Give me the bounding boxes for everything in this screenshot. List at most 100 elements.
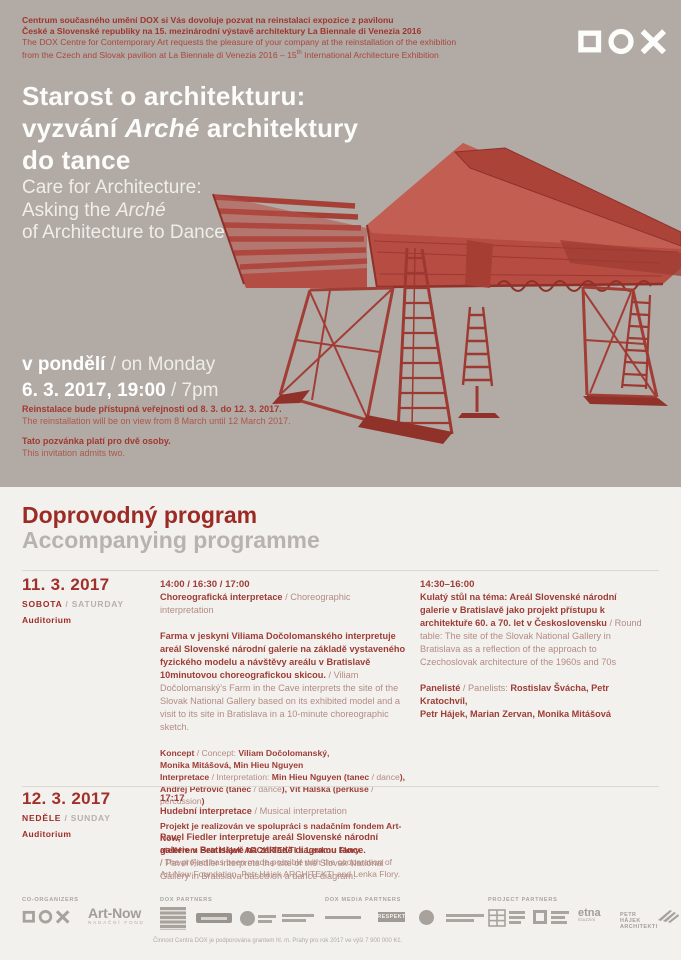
text-segment: architektury do tance <box>22 113 359 175</box>
project-partners-label: PROJECT PARTNERS <box>488 897 558 903</box>
text-segment: of Architecture to Dance <box>22 222 225 243</box>
my-dak-logo <box>532 909 569 925</box>
text-segment: / Round table: The site of the Slovak Na… <box>420 618 642 667</box>
prague-city-logo-mark <box>240 911 255 926</box>
text-segment: / percussion <box>160 784 374 806</box>
event-day-line: v pondělí / on Monday <box>22 352 218 378</box>
invitation-line-cz-2: České a Slovenské republiky na 15. mezin… <box>22 26 422 36</box>
text-segment: SOBOTA <box>22 599 63 609</box>
event1-venue: Auditorium <box>22 615 72 625</box>
event1-project-note: Projekt je realizován ve spolupráci s na… <box>160 820 406 880</box>
event2-day: NEDĚLE / SUNDAY <box>22 812 146 825</box>
text-segment: NEDĚLE <box>22 813 62 823</box>
text-segment: ), Andrej Petrovič (tanec <box>160 772 406 794</box>
text-segment: Starost o architekturu: vyzvání <box>22 81 306 143</box>
event1-roundtable-times: 14:30–16:00 <box>420 579 475 590</box>
event2-heading: Hudební interpretace / Musical interpret… <box>160 805 406 818</box>
pavilion-structure-image <box>212 143 681 444</box>
prague-city-logo <box>240 911 276 926</box>
hero-notes: Reinstalace bude přístupná veřejnosti od… <box>22 403 291 467</box>
dox-partners-label: DOX PARTNERS <box>160 897 213 903</box>
text-segment: ), Vít Halška (perkuse <box>281 784 369 794</box>
event1-date: 11. 3. 2017 <box>22 575 110 594</box>
text-segment: / Concept: <box>194 748 239 758</box>
program-heading-cz: Doprovodný program <box>22 502 258 528</box>
admission-note: Tato pozvánka platí pro dvě osoby. This … <box>22 435 291 459</box>
text-segment: Arché <box>124 113 200 143</box>
event1-date-column: 11. 3. 2017 SOBOTA / SATURDAY Auditorium <box>22 575 160 893</box>
petr-hajek-line2: ARCHITEKTI <box>620 924 658 930</box>
text-segment: / Pavel Fiedler interprets the site of t… <box>160 858 384 881</box>
text-segment: Care for Architecture: Asking the <box>22 177 202 221</box>
text-segment: ) <box>201 796 205 806</box>
text-segment: / Panelists: <box>460 683 511 693</box>
event2-date-column: 12. 3. 2017 NEDĚLE / SUNDAY Auditorium <box>22 790 160 896</box>
text-segment: Choreografická interpretace <box>160 592 283 602</box>
etna-logo-text: etna <box>578 907 601 919</box>
radio-logo <box>419 910 434 925</box>
text-segment: This invitation admits two. <box>22 448 126 458</box>
iguzzini-logo-text: iGuzzini <box>578 918 596 923</box>
divider <box>22 786 659 787</box>
art-now-logo-subtext: NADAČNÍ FOND <box>88 920 145 925</box>
text-segment: / Viliam Dočolomanský's Farm in the Cave… <box>160 670 401 732</box>
prague-city-logo-text <box>258 914 276 923</box>
prazsky-denik-logo <box>446 914 484 922</box>
bigboard-logo <box>196 913 232 923</box>
text-segment: Tato pozvánka platí pro dvě osoby. <box>22 436 171 446</box>
hero-section: Centrum současného umění DOX si Vás dovo… <box>0 0 681 487</box>
divider <box>22 570 659 571</box>
invitation-text: Centrum současného umění DOX si Vás dovo… <box>22 15 456 61</box>
event1-heading: Choreografická interpretace / Choreograp… <box>160 591 406 617</box>
invitation-line-cz-1: Centrum současného umění DOX si Vás dovo… <box>22 15 394 25</box>
program-heading-en: Accompanying programme <box>22 527 320 553</box>
text-segment: Pavel Fiedler interpretuje areál Slovens… <box>160 832 379 855</box>
text-segment: Koncept <box>160 748 195 758</box>
text-segment: / on Monday <box>105 354 216 375</box>
reinstallation-note: Reinstalace bude přístupná veřejnosti od… <box>22 403 291 427</box>
invitation-line-en-2: from the Czech and Slovak pavilion at La… <box>22 49 439 60</box>
art-now-logo-text: Art-Now <box>88 905 142 921</box>
event1-times: 14:00 / 16:30 / 17:00 <box>160 579 250 590</box>
event1-side-column: 14:30–16:00 Kulatý stůl na téma: Areál S… <box>420 578 659 893</box>
text-segment: Hudební interpretace <box>160 806 252 816</box>
text-segment: / dance <box>251 784 282 794</box>
text-segment: / dance <box>369 772 400 782</box>
co-organizers-label: CO-ORGANIZERS <box>22 897 79 903</box>
my-dak-mark <box>533 910 547 924</box>
dox-footer-logo-icon <box>22 910 70 924</box>
event1-roundtable-description: Kulatý stůl na téma: Areál Slovenské nár… <box>420 591 645 669</box>
respekt-logo: RESPEKT <box>377 912 406 922</box>
text-segment: Farma v jeskyni Viliama Dočolomanského i… <box>160 631 406 680</box>
ministry-of-culture-logo <box>160 907 186 930</box>
text-segment: Projekt je realizován ve spolupráci s na… <box>160 821 402 855</box>
sng-logo-text <box>509 911 525 927</box>
text-segment: Arché <box>116 199 166 221</box>
event-row-sunday: 12. 3. 2017 NEDĚLE / SUNDAY Auditorium 1… <box>22 790 659 896</box>
slovak-national-gallery-logo <box>488 909 525 927</box>
event2-times: 17:17 <box>160 793 185 804</box>
invitation-line-en-1: The DOX Centre for Contemporary Art requ… <box>22 37 457 47</box>
text-segment: The reinstallation will be on view from … <box>22 416 291 426</box>
petr-hajek-architekti-logo: PETR HÁJEK ARCHITEKTI <box>620 912 659 930</box>
my-dak-text <box>551 911 569 925</box>
event2-venue: Auditorium <box>22 829 72 839</box>
event2-side-column <box>420 792 659 896</box>
text-segment: v pondělí <box>22 354 106 375</box>
grant-note: Činnost Centra DOX je podporována grante… <box>153 938 403 944</box>
text-segment: Viliam Dočolomanský, Monika Mitášová, Mi… <box>160 748 330 782</box>
event-row-saturday: 11. 3. 2017 SOBOTA / SATURDAY Auditorium… <box>22 575 659 893</box>
vvt-arrow-logo <box>658 910 679 923</box>
program-heading: Doprovodný program Accompanying programm… <box>22 503 320 553</box>
text-segment: / Musical interpretation <box>251 806 347 816</box>
text-segment: Panelisté <box>420 683 461 693</box>
text-segment: / The project has been made possible wit… <box>160 857 401 879</box>
program-section: Doprovodný program Accompanying programm… <box>0 487 681 960</box>
art-now-logo: Art-Now NADAČNÍ FOND <box>88 905 145 925</box>
text-segment: / 7pm <box>165 380 219 401</box>
dox-logo-icon <box>578 28 667 55</box>
text-segment: / SATURDAY <box>62 599 124 609</box>
poster-title: Starost o architekturu: vyzvání Arché ar… <box>22 80 358 176</box>
media-partners-label: DOX MEDIA PARTNERS <box>325 897 401 903</box>
